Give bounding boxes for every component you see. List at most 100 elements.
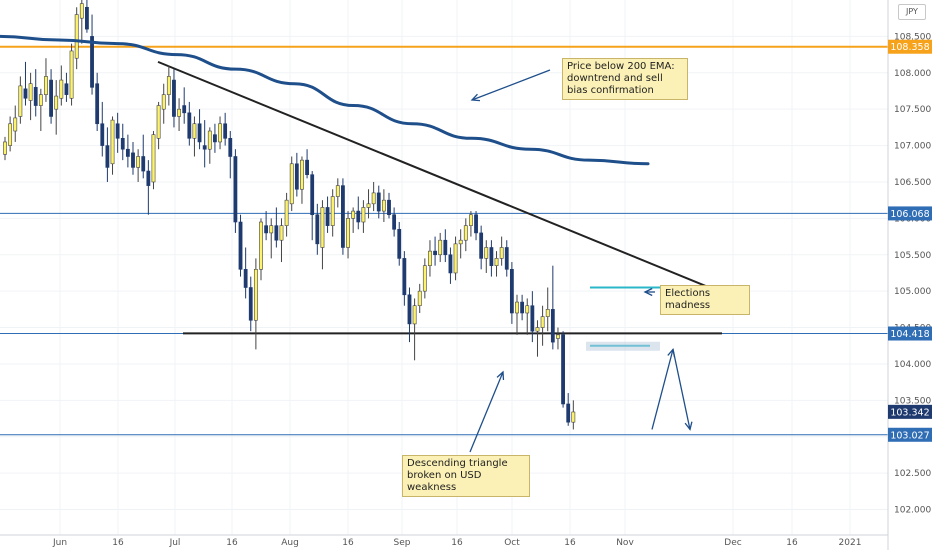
price-tag-label: 103.342 bbox=[890, 407, 929, 418]
price-axis[interactable]: 102.000102.500103.000103.500104.000104.5… bbox=[887, 0, 932, 550]
price-tick-label: 107.000 bbox=[894, 142, 931, 152]
price-tag-label: 108.358 bbox=[890, 42, 929, 53]
candle-body bbox=[172, 79, 176, 117]
price-tag bbox=[888, 427, 932, 442]
price-tag-label: 104.418 bbox=[890, 329, 929, 340]
price-tick-label: 105.500 bbox=[894, 251, 931, 261]
price-tag bbox=[888, 326, 932, 341]
candle-body bbox=[284, 199, 289, 226]
candle-body bbox=[136, 156, 141, 168]
candle-body bbox=[550, 309, 555, 343]
time-tick-label: 2021 bbox=[839, 538, 862, 548]
candle-body bbox=[525, 305, 530, 314]
time-tick-label: 16 bbox=[564, 538, 576, 548]
time-axis[interactable]: Jun 16 Jul 16 Aug 16 Sep 16 Oct 16 Nov Dec 16 2021 bbox=[0, 534, 888, 548]
currency-label: JPY bbox=[898, 4, 926, 20]
candle-body bbox=[74, 14, 79, 59]
price-tag-label: 106.068 bbox=[890, 209, 929, 220]
candle-body bbox=[213, 134, 217, 143]
price-tick-label: 102.000 bbox=[894, 506, 931, 516]
candle-body bbox=[428, 250, 432, 266]
candle-body bbox=[90, 36, 94, 88]
candle-body bbox=[23, 88, 28, 99]
candle-body bbox=[422, 265, 427, 292]
candle-body bbox=[64, 83, 69, 95]
candle-body bbox=[463, 225, 468, 241]
candle-body bbox=[412, 305, 417, 325]
candle-body bbox=[8, 123, 13, 146]
candle-body bbox=[443, 239, 448, 256]
candle-body bbox=[341, 185, 345, 248]
price-tick-label: 108.500 bbox=[894, 32, 931, 42]
candle-body bbox=[100, 123, 105, 146]
candle-body bbox=[197, 123, 202, 143]
candle-body bbox=[438, 239, 443, 256]
candle-body bbox=[402, 258, 407, 296]
candle-body bbox=[489, 247, 494, 266]
candle-body bbox=[218, 123, 222, 143]
candle-body bbox=[79, 3, 84, 19]
triangle-note-callout: Descending triangle broken on USD weakne… bbox=[402, 455, 530, 497]
elections-range-zone bbox=[586, 341, 660, 351]
ema-note-arrow-head bbox=[470, 93, 481, 102]
candle-body bbox=[161, 94, 166, 110]
candle-body bbox=[356, 210, 361, 223]
candle-body bbox=[269, 225, 274, 234]
candle-body bbox=[248, 287, 253, 321]
candle-body bbox=[397, 228, 402, 259]
projection-up-arrow bbox=[651, 349, 674, 430]
candle-body bbox=[320, 207, 325, 248]
candle-body bbox=[509, 269, 514, 314]
candle-body bbox=[453, 243, 458, 274]
candle-body bbox=[146, 170, 151, 186]
triangle-note-arrow bbox=[469, 371, 504, 453]
candle-body bbox=[85, 6, 89, 30]
candle-body bbox=[545, 309, 550, 317]
candle-body bbox=[182, 105, 187, 114]
candle-body bbox=[407, 294, 412, 325]
price-tick-label: 106.500 bbox=[894, 178, 931, 188]
candlestick-series bbox=[3, 0, 576, 430]
time-tick-label: Aug bbox=[281, 538, 299, 548]
candle-body bbox=[520, 301, 525, 314]
candle-body bbox=[125, 148, 130, 157]
triangle-upper-trendline bbox=[157, 60, 746, 304]
candle-body bbox=[279, 225, 284, 241]
candle-body bbox=[556, 334, 560, 339]
candle-body bbox=[141, 156, 146, 172]
triangle-note-text: Descending triangle broken on USD weakne… bbox=[407, 458, 508, 493]
candle-body bbox=[105, 145, 110, 168]
candle-body bbox=[18, 85, 23, 117]
candle-body bbox=[371, 192, 376, 205]
candle-body bbox=[335, 185, 340, 197]
candle-body bbox=[381, 199, 386, 212]
candle-body bbox=[535, 327, 540, 332]
candle-body bbox=[515, 301, 519, 314]
candle-body bbox=[120, 137, 125, 150]
time-tick-label: 16 bbox=[226, 538, 238, 548]
time-tick-label: Jul bbox=[169, 538, 181, 548]
candle-body bbox=[59, 79, 64, 99]
price-tag bbox=[888, 404, 932, 419]
candle-body bbox=[289, 163, 294, 205]
price-tick-label: 108.000 bbox=[894, 69, 931, 79]
candle-body bbox=[561, 334, 565, 405]
candle-body bbox=[346, 218, 350, 248]
time-tick-label: Jun bbox=[52, 538, 67, 548]
price-tag-label: 103.027 bbox=[890, 430, 929, 441]
trendlines bbox=[157, 60, 746, 335]
ema-note-callout: Price below 200 EMA: downtrend and sell … bbox=[562, 58, 688, 100]
candle-body bbox=[474, 214, 478, 234]
candle-body bbox=[571, 411, 576, 423]
candle-body bbox=[177, 108, 181, 117]
candle-body bbox=[330, 196, 335, 226]
candle-body bbox=[54, 95, 59, 110]
candle-body bbox=[49, 79, 53, 117]
candle-body bbox=[387, 199, 391, 216]
candle-body bbox=[310, 174, 315, 216]
candle-body bbox=[243, 269, 248, 288]
candle-body bbox=[233, 156, 238, 223]
candle-body bbox=[448, 254, 453, 274]
ema-200-line bbox=[0, 34, 650, 166]
